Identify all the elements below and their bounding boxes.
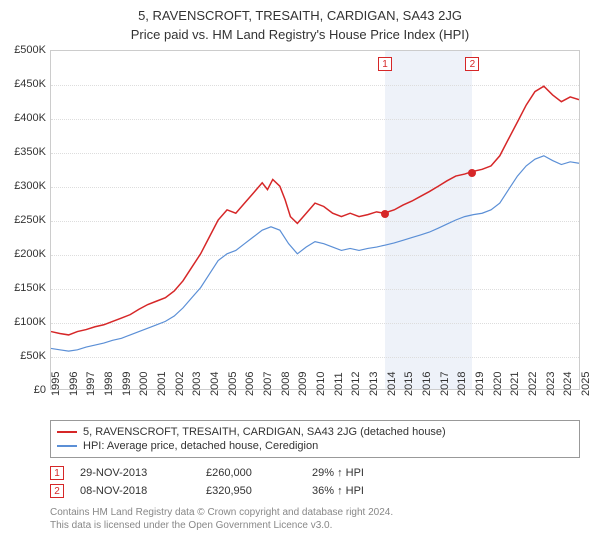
y-axis-label: £150K	[0, 282, 46, 294]
sale-diff: 36% ↑ HPI	[312, 485, 402, 497]
sale-flag-1: 1	[378, 57, 392, 71]
legend-box: 5, RAVENSCROFT, TRESAITH, CARDIGAN, SA43…	[50, 420, 580, 458]
sale-date: 08-NOV-2018	[80, 485, 190, 497]
legend-label: 5, RAVENSCROFT, TRESAITH, CARDIGAN, SA43…	[83, 426, 446, 438]
x-axis-label: 2025	[580, 372, 600, 396]
y-axis-label: £400K	[0, 112, 46, 124]
y-axis-label: £50K	[0, 350, 46, 362]
y-axis-label: £450K	[0, 78, 46, 90]
y-axis-label: £300K	[0, 180, 46, 192]
legend-item: HPI: Average price, detached house, Cere…	[57, 439, 573, 453]
chart-container: 5, RAVENSCROFT, TRESAITH, CARDIGAN, SA43…	[0, 0, 600, 560]
legend-label: HPI: Average price, detached house, Cere…	[83, 440, 318, 452]
y-axis-label: £0	[0, 384, 46, 396]
sale-marker-2	[468, 169, 476, 177]
line-series-svg	[51, 51, 579, 389]
sale-row-1: 1 29-NOV-2013 £260,000 29% ↑ HPI	[50, 464, 580, 482]
legend-swatch	[57, 445, 77, 447]
series-property	[51, 86, 579, 335]
chart-subtitle: Price paid vs. HM Land Registry's House …	[0, 23, 600, 50]
y-axis-label: £200K	[0, 248, 46, 260]
sale-row-2: 2 08-NOV-2018 £320,950 36% ↑ HPI	[50, 482, 580, 500]
sale-date: 29-NOV-2013	[80, 467, 190, 479]
y-axis-label: £250K	[0, 214, 46, 226]
legend-item: 5, RAVENSCROFT, TRESAITH, CARDIGAN, SA43…	[57, 425, 573, 439]
y-axis-label: £100K	[0, 316, 46, 328]
sale-flag-2: 2	[465, 57, 479, 71]
sale-price: £260,000	[206, 467, 296, 479]
sale-row-flag: 1	[50, 466, 64, 480]
sale-table: 1 29-NOV-2013 £260,000 29% ↑ HPI 2 08-NOV-201…	[50, 464, 580, 500]
sale-row-flag: 2	[50, 484, 64, 498]
plot-area: 12	[50, 50, 580, 390]
attribution-text: Contains HM Land Registry data © Crown c…	[50, 506, 580, 532]
legend-swatch	[57, 431, 77, 433]
legend-and-sales: 5, RAVENSCROFT, TRESAITH, CARDIGAN, SA43…	[50, 420, 580, 532]
chart-area: 12 £0£50K£100K£150K£200K£250K£300K£350K£…	[0, 50, 600, 420]
sale-price: £320,950	[206, 485, 296, 497]
sale-marker-1	[381, 210, 389, 218]
series-hpi	[51, 156, 579, 351]
attribution-line-1: Contains HM Land Registry data © Crown c…	[50, 506, 580, 519]
y-axis-label: £500K	[0, 44, 46, 56]
sale-diff: 29% ↑ HPI	[312, 467, 402, 479]
chart-title: 5, RAVENSCROFT, TRESAITH, CARDIGAN, SA43…	[0, 0, 600, 23]
attribution-line-2: This data is licensed under the Open Gov…	[50, 519, 580, 532]
y-axis-label: £350K	[0, 146, 46, 158]
